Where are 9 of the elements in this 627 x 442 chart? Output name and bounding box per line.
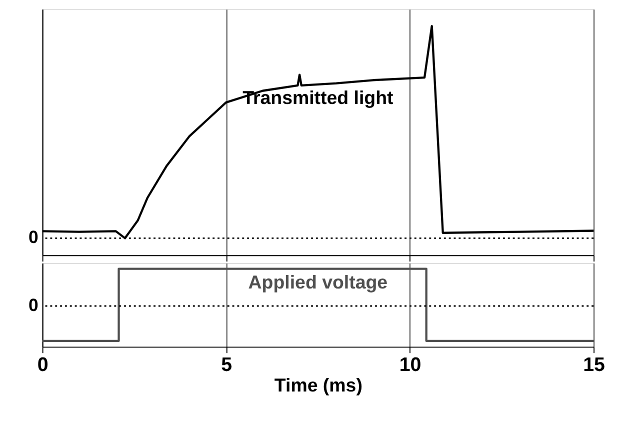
x-tick-label: 10: [399, 354, 422, 376]
series-label: Applied voltage: [248, 271, 388, 292]
ref-line-label: 0: [28, 294, 39, 315]
series-label: Transmitted light: [242, 87, 394, 108]
x-tick-label: 0: [37, 354, 48, 376]
x-tick-label: 15: [583, 354, 606, 376]
x-axis-title: Time (ms): [274, 374, 362, 396]
ref-line-label: 0: [28, 227, 39, 248]
x-tick-label: 5: [221, 354, 232, 376]
